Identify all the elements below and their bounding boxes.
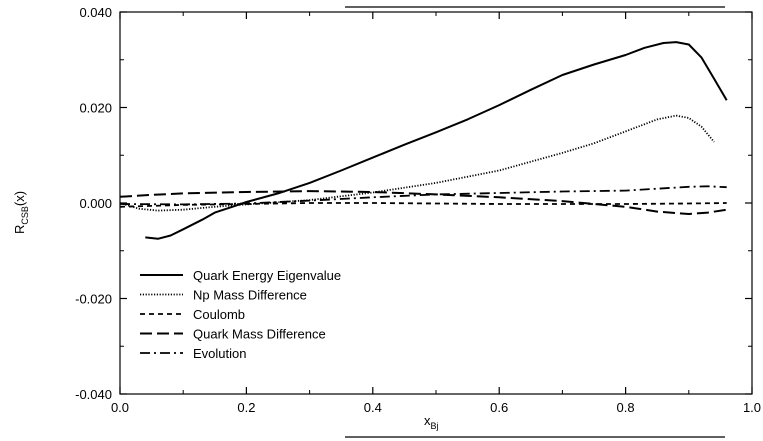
series-line-4 xyxy=(119,185,727,206)
y-tick-label: 0.020 xyxy=(79,101,112,116)
series-line-1 xyxy=(119,114,715,212)
legend-label-3: Quark Mass Difference xyxy=(193,327,326,342)
y-axis-label-main: R xyxy=(12,225,27,234)
series-lines xyxy=(119,41,728,240)
y-tick-label: 0.040 xyxy=(79,5,112,20)
legend-label-4: Evolution xyxy=(193,346,246,361)
y-tick-label: -0.040 xyxy=(75,387,112,402)
y-tick-label: 0.000 xyxy=(79,196,112,211)
x-axis-label-main: x xyxy=(424,413,431,428)
decorative-rules xyxy=(345,6,725,438)
x-axis-label: xBj xyxy=(424,413,439,431)
series-line-2 xyxy=(119,202,727,208)
x-tick-label: 0.0 xyxy=(111,400,129,415)
x-tick-label: 0.6 xyxy=(490,400,508,415)
legend-label-0: Quark Energy Eigenvalue xyxy=(193,268,341,283)
x-axis-label-sub: Bj xyxy=(431,421,439,431)
series-line-0 xyxy=(145,41,728,240)
x-tick-label: 1.0 xyxy=(743,400,761,415)
tick-labels: 0.0 0.2 0.4 0.6 0.8 1.0 -0.040 -0.020 0.000 0.020… xyxy=(75,5,761,415)
legend-label-2: Coulomb xyxy=(193,307,245,322)
y-axis-label-sub: CSB xyxy=(20,206,30,225)
axis-ticks xyxy=(119,11,753,395)
x-tick-label: 0.2 xyxy=(237,400,255,415)
y-tick-label: -0.020 xyxy=(75,292,112,307)
x-tick-label: 0.4 xyxy=(364,400,382,415)
y-axis-label-suffix: (x) xyxy=(12,191,27,206)
series-line-3 xyxy=(119,190,727,215)
x-tick-label: 0.8 xyxy=(617,400,635,415)
y-axis-label: RCSB(x) xyxy=(12,191,30,234)
legend: Quark Energy Eigenvalue Np Mass Differenc… xyxy=(140,268,341,361)
legend-label-1: Np Mass Difference xyxy=(193,288,307,303)
